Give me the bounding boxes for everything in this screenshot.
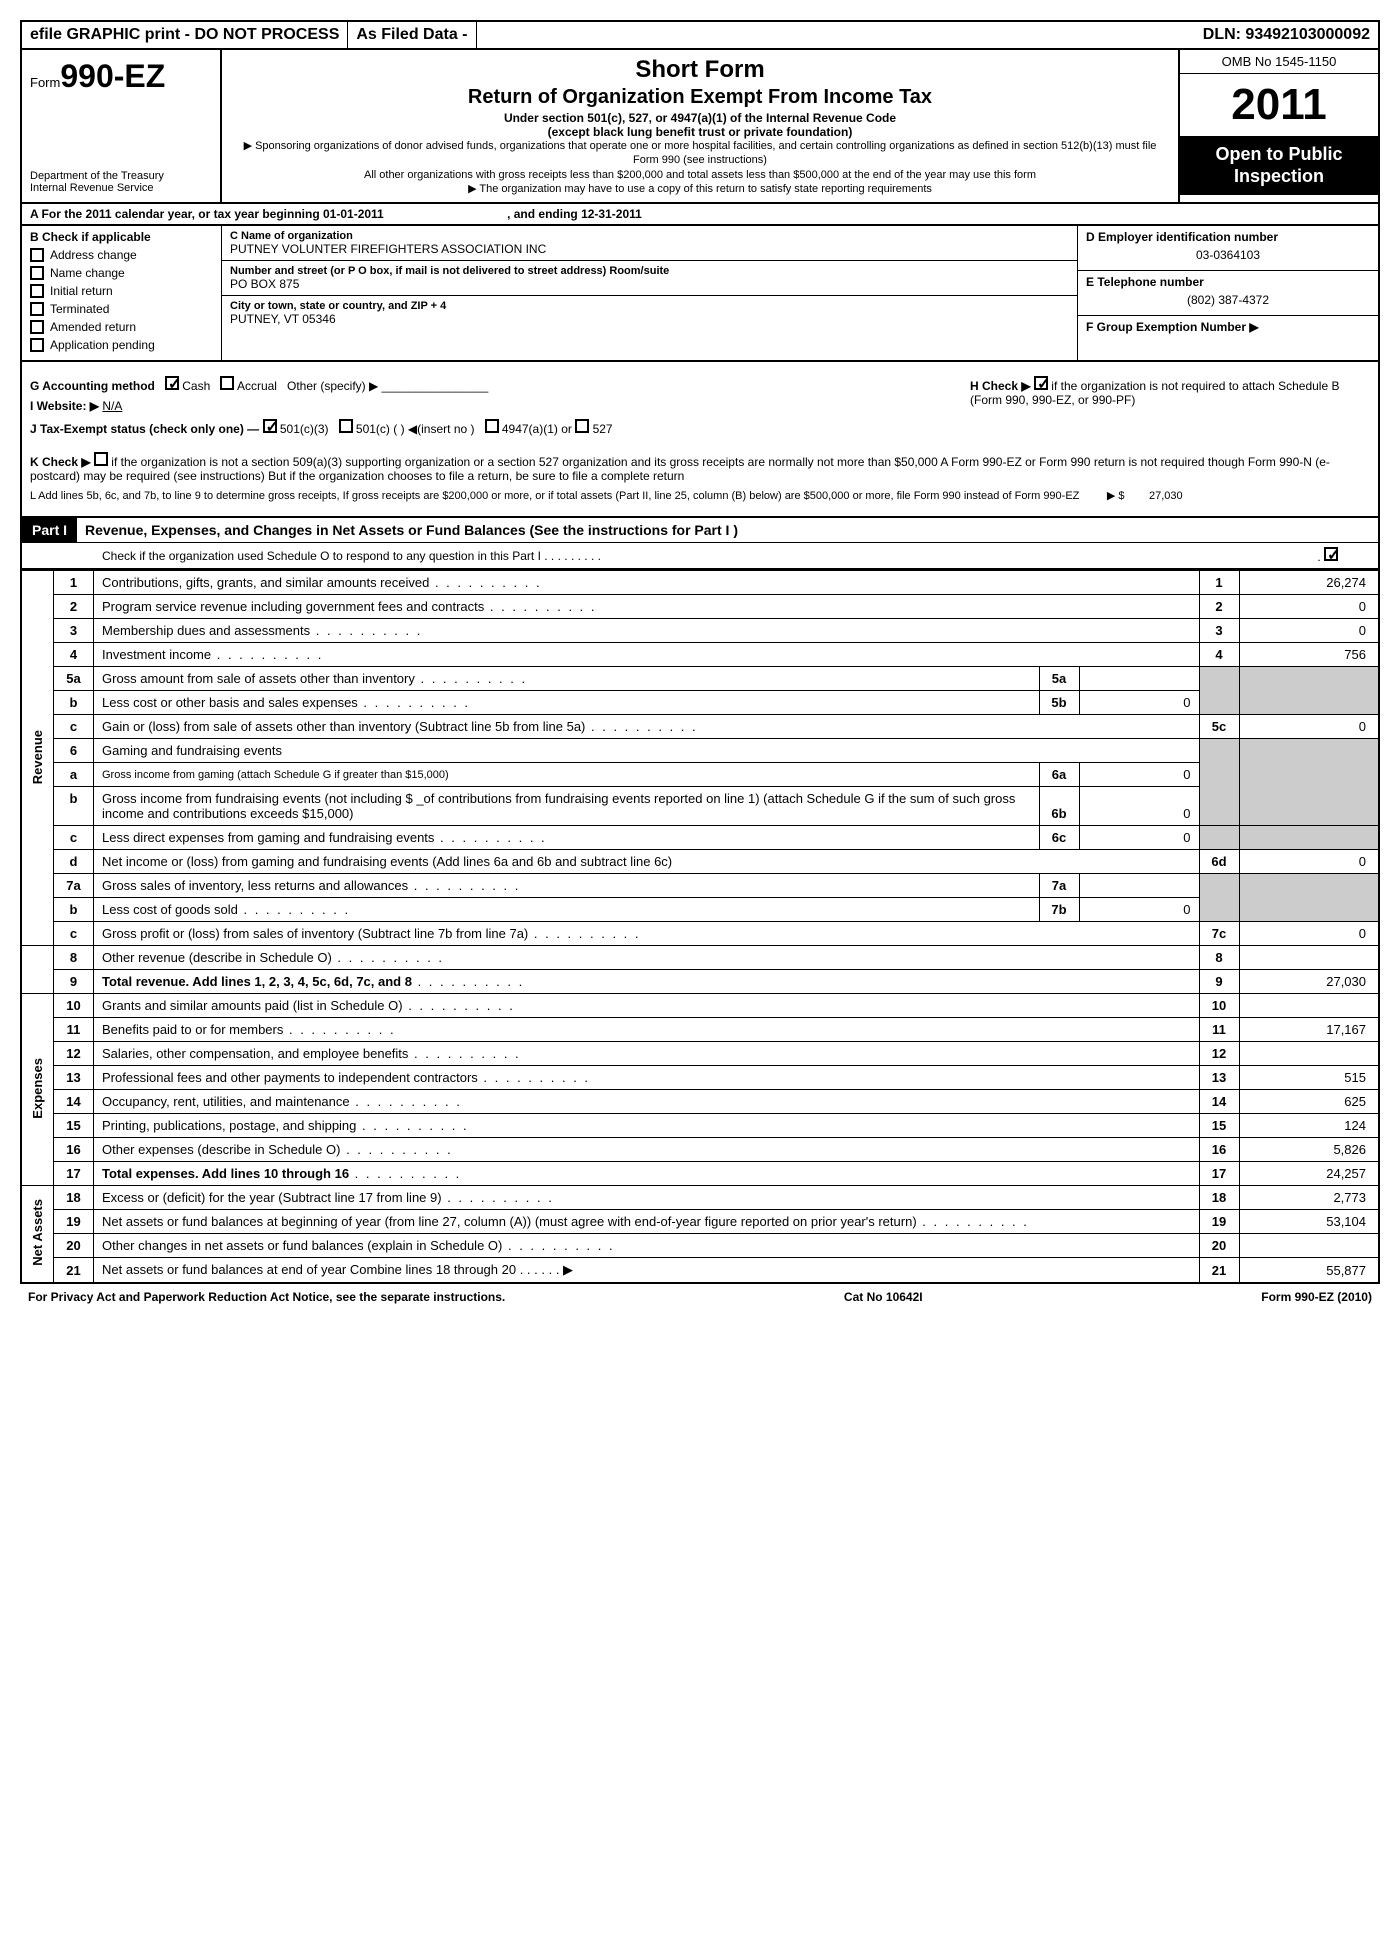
omb-number: OMB No 1545-1150 <box>1180 50 1378 74</box>
gross-receipts: 27,030 <box>1149 490 1183 502</box>
subtitle-except: (except black lung benefit trust or priv… <box>234 125 1166 139</box>
line-12-amount <box>1239 1042 1379 1066</box>
org-name: PUTNEY VOLUNTER FIREFIGHTERS ASSOCIATION… <box>230 242 1069 256</box>
line-5c-amount: 0 <box>1239 715 1379 739</box>
line-18-amount: 2,773 <box>1239 1186 1379 1210</box>
part-1-header: Part I Revenue, Expenses, and Changes in… <box>20 518 1380 570</box>
line-16-amount: 5,826 <box>1239 1138 1379 1162</box>
checkbox-k[interactable] <box>94 452 108 466</box>
line-6a-amount: 0 <box>1079 763 1199 787</box>
subtitle-section: Under section 501(c), 527, or 4947(a)(1)… <box>234 111 1166 125</box>
checkbox-501c3[interactable] <box>263 419 277 433</box>
line-6c-amount: 0 <box>1079 826 1199 850</box>
line-9-amount: 27,030 <box>1239 970 1379 994</box>
telephone-value: (802) 387-4372 <box>1086 289 1370 311</box>
checkbox-501c[interactable] <box>339 419 353 433</box>
privacy-notice: For Privacy Act and Paperwork Reduction … <box>28 1290 505 1304</box>
title-return: Return of Organization Exempt From Incom… <box>234 86 1166 109</box>
line-7b-amount: 0 <box>1079 898 1199 922</box>
page-footer: For Privacy Act and Paperwork Reduction … <box>20 1284 1380 1310</box>
checkbox-name-change[interactable] <box>30 266 44 280</box>
checkbox-initial-return[interactable] <box>30 284 44 298</box>
as-filed: As Filed Data - <box>348 22 476 48</box>
checkbox-address-change[interactable] <box>30 248 44 262</box>
website-value: N/A <box>102 399 122 413</box>
checkbox-application-pending[interactable] <box>30 338 44 352</box>
line-15-amount: 124 <box>1239 1114 1379 1138</box>
revenue-label: Revenue <box>30 730 45 784</box>
net-assets-label: Net Assets <box>30 1199 45 1266</box>
line-3-amount: 0 <box>1239 619 1379 643</box>
checkbox-schedule-o[interactable] <box>1324 547 1338 561</box>
line-17-amount: 24,257 <box>1239 1162 1379 1186</box>
part-1-label: Part I <box>22 518 77 542</box>
line-21-amount: 55,877 <box>1239 1258 1379 1284</box>
checkbox-schedule-b[interactable] <box>1034 376 1048 390</box>
line-2-amount: 0 <box>1239 595 1379 619</box>
form-header: Form990-EZ Department of the Treasury In… <box>20 50 1380 204</box>
fine-print-1: ▶ Sponsoring organizations of donor advi… <box>234 139 1166 168</box>
line-6d-amount: 0 <box>1239 850 1379 874</box>
line-14-amount: 625 <box>1239 1090 1379 1114</box>
line-8-amount <box>1239 946 1379 970</box>
line-20-amount <box>1239 1234 1379 1258</box>
group-exemption: F Group Exemption Number ▶ <box>1086 320 1370 334</box>
line-5a-amount <box>1079 667 1199 691</box>
tax-year: 2011 <box>1180 74 1378 136</box>
fine-print-2: All other organizations with gross recei… <box>234 168 1166 182</box>
cat-no: Cat No 10642I <box>844 1290 923 1304</box>
line-7c-amount: 0 <box>1239 922 1379 946</box>
section-d-ein: D Employer identification number 03-0364… <box>1078 226 1378 360</box>
open-to-public: Open to Public Inspection <box>1180 136 1378 195</box>
form-number: Form990-EZ <box>30 58 212 95</box>
line-6b-amount: 0 <box>1079 787 1199 826</box>
line-13-amount: 515 <box>1239 1066 1379 1090</box>
checkbox-4947[interactable] <box>485 419 499 433</box>
line-10-amount <box>1239 994 1379 1018</box>
section-a-tax-year: A For the 2011 calendar year, or tax yea… <box>20 204 1380 226</box>
org-city: PUTNEY, VT 05346 <box>230 312 1069 326</box>
efile-notice: efile GRAPHIC print - DO NOT PROCESS <box>22 22 348 48</box>
checkbox-terminated[interactable] <box>30 302 44 316</box>
section-b-checkboxes: B Check if applicable Address change Nam… <box>22 226 222 360</box>
dept-treasury: Department of the Treasury <box>30 170 212 182</box>
checkbox-cash[interactable] <box>165 376 179 390</box>
org-street: PO BOX 875 <box>230 277 1069 291</box>
line-5b-amount: 0 <box>1079 691 1199 715</box>
section-c-org-name: C Name of organization PUTNEY VOLUNTER F… <box>222 226 1078 360</box>
checkbox-527[interactable] <box>575 419 589 433</box>
top-bar: efile GRAPHIC print - DO NOT PROCESS As … <box>20 20 1380 50</box>
line-11-amount: 17,167 <box>1239 1018 1379 1042</box>
part-1-table: Revenue 1 Contributions, gifts, grants, … <box>20 570 1380 1284</box>
line-7a-amount <box>1079 874 1199 898</box>
checkbox-amended-return[interactable] <box>30 320 44 334</box>
irs: Internal Revenue Service <box>30 182 212 194</box>
title-short-form: Short Form <box>234 56 1166 84</box>
line-19-amount: 53,104 <box>1239 1210 1379 1234</box>
line-4-amount: 756 <box>1239 643 1379 667</box>
expenses-label: Expenses <box>30 1058 45 1119</box>
form-ref: Form 990-EZ (2010) <box>1261 1290 1372 1304</box>
mid-section-g-through-l: G Accounting method Cash Accrual Other (… <box>20 362 1380 518</box>
line-1-amount: 26,274 <box>1239 571 1379 595</box>
fine-print-3: ▶ The organization may have to use a cop… <box>234 182 1166 196</box>
dln: DLN: 93492103000092 <box>1195 22 1378 48</box>
org-info-row: B Check if applicable Address change Nam… <box>20 226 1380 362</box>
ein-value: 03-0364103 <box>1086 244 1370 266</box>
checkbox-accrual[interactable] <box>220 376 234 390</box>
